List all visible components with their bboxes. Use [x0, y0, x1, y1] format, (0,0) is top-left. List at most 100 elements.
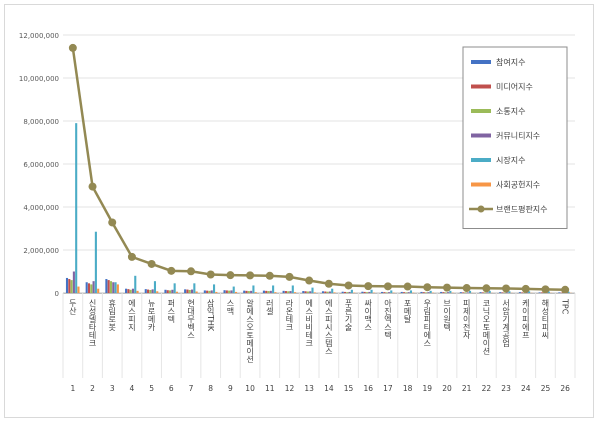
bar [87, 283, 91, 293]
x-rank-label: 21 [462, 384, 472, 393]
bar [252, 285, 255, 293]
bar [326, 291, 329, 293]
bar [247, 291, 250, 293]
brand-reputation-chart: 0 2,000,000 4,000,000 6,000,000 8,000,000 10,… [19, 32, 576, 393]
x-rank-label: 4 [130, 384, 135, 393]
x-rank-label: 15 [344, 384, 354, 393]
legend-label: 커뮤니티지수 [496, 131, 540, 141]
bar [547, 291, 550, 293]
bar [72, 271, 75, 293]
line-point [521, 284, 530, 293]
bar [499, 292, 502, 293]
bar [306, 291, 309, 293]
y-tick-label: 4,000,000 [23, 204, 59, 212]
x-tick-label: 뉴로메카 [147, 299, 156, 332]
line-point [324, 279, 333, 288]
x-rank-label: 5 [149, 384, 154, 393]
x-tick-label: TPC [561, 298, 570, 315]
legend-swatch [471, 158, 491, 162]
bar [254, 292, 257, 293]
bar [284, 291, 287, 293]
bar [75, 123, 78, 294]
bar [521, 292, 524, 293]
x-tick-label: 에스피시스템스 [324, 299, 333, 355]
x-rank-label: 11 [265, 384, 275, 393]
bar [400, 291, 403, 293]
line-point [88, 182, 97, 191]
bar [427, 292, 430, 293]
bar [328, 291, 331, 293]
x-rank-label: 18 [403, 384, 413, 393]
bar [304, 291, 307, 293]
line-point [462, 284, 471, 293]
bar [186, 289, 189, 293]
chart-frame: 0 2,000,000 4,000,000 6,000,000 8,000,000 10,… [4, 4, 594, 418]
x-tick-label: 피제이전자 [462, 299, 471, 340]
y-tick-label: 12,000,000 [19, 32, 59, 40]
x-rank-label: 7 [189, 384, 194, 393]
x-rank-label: 24 [521, 384, 531, 393]
bar [68, 279, 71, 293]
bar [403, 292, 406, 293]
bar [405, 292, 408, 293]
legend-label: 사회공헌지수 [496, 181, 540, 190]
bar [269, 290, 272, 293]
x-rank-label: 1 [70, 384, 75, 393]
bar [484, 292, 487, 293]
bar [131, 288, 135, 293]
x-tick-label: 스맥 [226, 299, 235, 316]
x-rank-label: 19 [423, 384, 433, 393]
y-tick-label: 6,000,000 [23, 161, 59, 169]
bar [481, 292, 484, 293]
x-tick-label: 현대무벡스 [187, 299, 196, 339]
x-tick-label: 신성델타테크 [88, 299, 97, 347]
bar [291, 285, 294, 293]
bar [333, 292, 336, 293]
legend-swatch-marker [477, 205, 485, 213]
x-tick-label: 해성티피씨 [541, 298, 550, 339]
line-point [383, 282, 392, 291]
bar [343, 291, 347, 293]
bar [151, 289, 154, 293]
bar [422, 292, 425, 293]
bar [212, 284, 216, 293]
legend-swatch [471, 133, 491, 138]
bar-layer [65, 123, 572, 294]
bar [538, 292, 541, 293]
grid-layer [63, 34, 575, 294]
y-axis: 0 2,000,000 4,000,000 6,000,000 8,000,000 10,… [19, 32, 59, 298]
bar [381, 291, 384, 293]
line-point [187, 267, 195, 276]
bar [116, 284, 119, 293]
y-tick-label: 0 [55, 290, 59, 298]
bar [442, 292, 445, 293]
legend-swatch [471, 182, 491, 187]
bar [346, 292, 349, 293]
bar [245, 290, 248, 293]
bar [468, 290, 472, 293]
bar [385, 292, 388, 293]
line-point [108, 218, 117, 227]
x-rank-label: 23 [501, 384, 511, 393]
x-tick-label: 포메탈 [403, 299, 412, 323]
x-tick-label: 코닉오토메이션 [482, 299, 491, 355]
bar [370, 289, 373, 293]
legend-label: 참여지수 [496, 57, 525, 67]
line-point [305, 276, 314, 285]
x-rank-label: 17 [383, 384, 393, 393]
x-rank-label: 26 [560, 384, 570, 393]
bar [506, 292, 509, 293]
bar [459, 292, 462, 293]
bar [486, 292, 489, 293]
bar [136, 290, 139, 293]
x-rank-label: 2 [90, 384, 95, 393]
x-rank-label: 14 [324, 384, 334, 393]
bar [567, 291, 570, 293]
bar [518, 292, 521, 293]
legend-swatch [471, 84, 491, 89]
bar [321, 291, 325, 293]
bar [267, 291, 270, 293]
legend-label: 소통지수 [496, 107, 525, 116]
bar [348, 291, 351, 293]
x-tick-label: 퍼스텍 [167, 299, 176, 324]
